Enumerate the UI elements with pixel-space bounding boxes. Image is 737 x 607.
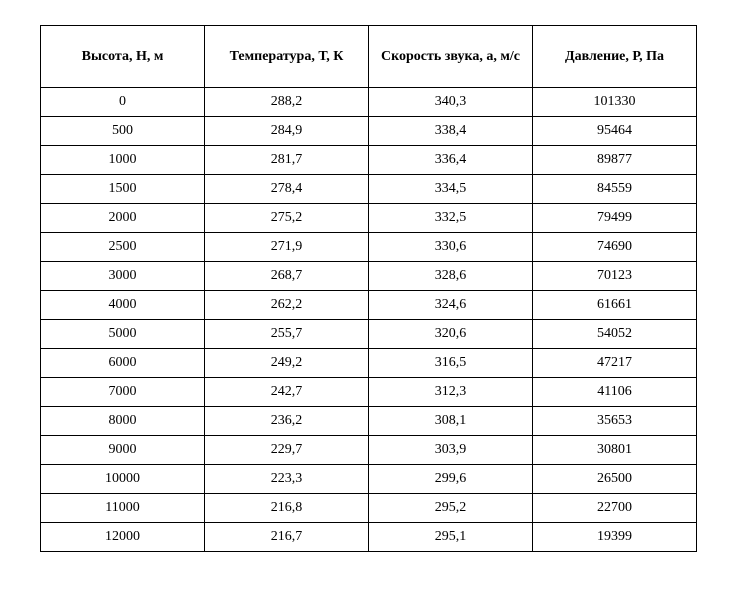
table-cell: 295,1 xyxy=(369,523,533,552)
col-header-sound-speed: Скорость звука, а, м/с xyxy=(369,26,533,88)
table-row: 3000268,7328,670123 xyxy=(41,262,697,291)
table-cell: 10000 xyxy=(41,465,205,494)
table-cell: 303,9 xyxy=(369,436,533,465)
col-header-temperature: Температура, Т, К xyxy=(205,26,369,88)
table-row: 1000281,7336,489877 xyxy=(41,146,697,175)
table-cell: 330,6 xyxy=(369,233,533,262)
table-cell: 30801 xyxy=(533,436,697,465)
table-cell: 41106 xyxy=(533,378,697,407)
table-header-row: Высота, Н, м Температура, Т, К Скорость … xyxy=(41,26,697,88)
table-cell: 242,7 xyxy=(205,378,369,407)
table-cell: 47217 xyxy=(533,349,697,378)
col-header-pressure: Давление, Р, Па xyxy=(533,26,697,88)
table-body: 0288,2340,3101330500284,9338,49546410002… xyxy=(41,88,697,552)
table-cell: 9000 xyxy=(41,436,205,465)
table-row: 4000262,2324,661661 xyxy=(41,291,697,320)
table-row: 500284,9338,495464 xyxy=(41,117,697,146)
table-cell: 223,3 xyxy=(205,465,369,494)
table-cell: 22700 xyxy=(533,494,697,523)
table-cell: 308,1 xyxy=(369,407,533,436)
table-cell: 3000 xyxy=(41,262,205,291)
table-cell: 216,8 xyxy=(205,494,369,523)
table-cell: 19399 xyxy=(533,523,697,552)
table-cell: 1000 xyxy=(41,146,205,175)
table-cell: 2000 xyxy=(41,204,205,233)
table-cell: 2500 xyxy=(41,233,205,262)
table-cell: 288,2 xyxy=(205,88,369,117)
table-cell: 249,2 xyxy=(205,349,369,378)
table-row: 11000216,8295,222700 xyxy=(41,494,697,523)
table-cell: 299,6 xyxy=(369,465,533,494)
table-cell: 61661 xyxy=(533,291,697,320)
table-cell: 70123 xyxy=(533,262,697,291)
table-cell: 316,5 xyxy=(369,349,533,378)
table-cell: 74690 xyxy=(533,233,697,262)
table-cell: 229,7 xyxy=(205,436,369,465)
table-cell: 12000 xyxy=(41,523,205,552)
table-cell: 79499 xyxy=(533,204,697,233)
table-cell: 0 xyxy=(41,88,205,117)
table-row: 5000255,7320,654052 xyxy=(41,320,697,349)
table-row: 7000242,7312,341106 xyxy=(41,378,697,407)
table-row: 1500278,4334,584559 xyxy=(41,175,697,204)
table-cell: 275,2 xyxy=(205,204,369,233)
table-row: 8000236,2308,135653 xyxy=(41,407,697,436)
table-cell: 84559 xyxy=(533,175,697,204)
table-cell: 26500 xyxy=(533,465,697,494)
table-cell: 5000 xyxy=(41,320,205,349)
table-row: 12000216,7295,119399 xyxy=(41,523,697,552)
table-cell: 281,7 xyxy=(205,146,369,175)
table-cell: 271,9 xyxy=(205,233,369,262)
table-cell: 320,6 xyxy=(369,320,533,349)
table-row: 10000223,3299,626500 xyxy=(41,465,697,494)
table-cell: 295,2 xyxy=(369,494,533,523)
table-row: 6000249,2316,547217 xyxy=(41,349,697,378)
table-cell: 4000 xyxy=(41,291,205,320)
table-cell: 278,4 xyxy=(205,175,369,204)
table-cell: 1500 xyxy=(41,175,205,204)
table-cell: 340,3 xyxy=(369,88,533,117)
table-cell: 11000 xyxy=(41,494,205,523)
table-cell: 8000 xyxy=(41,407,205,436)
table-cell: 312,3 xyxy=(369,378,533,407)
table-row: 0288,2340,3101330 xyxy=(41,88,697,117)
table-cell: 216,7 xyxy=(205,523,369,552)
table-cell: 236,2 xyxy=(205,407,369,436)
table-cell: 255,7 xyxy=(205,320,369,349)
table-cell: 284,9 xyxy=(205,117,369,146)
table-cell: 336,4 xyxy=(369,146,533,175)
table-header: Высота, Н, м Температура, Т, К Скорость … xyxy=(41,26,697,88)
table-row: 2000275,2332,579499 xyxy=(41,204,697,233)
table-cell: 328,6 xyxy=(369,262,533,291)
atmosphere-table: Высота, Н, м Температура, Т, К Скорость … xyxy=(40,25,697,552)
table-cell: 89877 xyxy=(533,146,697,175)
table-row: 2500271,9330,674690 xyxy=(41,233,697,262)
table-cell: 35653 xyxy=(533,407,697,436)
table-cell: 54052 xyxy=(533,320,697,349)
table-cell: 332,5 xyxy=(369,204,533,233)
table-cell: 500 xyxy=(41,117,205,146)
table-cell: 334,5 xyxy=(369,175,533,204)
table-cell: 268,7 xyxy=(205,262,369,291)
table-cell: 95464 xyxy=(533,117,697,146)
table-cell: 6000 xyxy=(41,349,205,378)
table-cell: 262,2 xyxy=(205,291,369,320)
table-cell: 7000 xyxy=(41,378,205,407)
table-cell: 324,6 xyxy=(369,291,533,320)
table-cell: 338,4 xyxy=(369,117,533,146)
col-header-altitude: Высота, Н, м xyxy=(41,26,205,88)
table-cell: 101330 xyxy=(533,88,697,117)
table-row: 9000229,7303,930801 xyxy=(41,436,697,465)
